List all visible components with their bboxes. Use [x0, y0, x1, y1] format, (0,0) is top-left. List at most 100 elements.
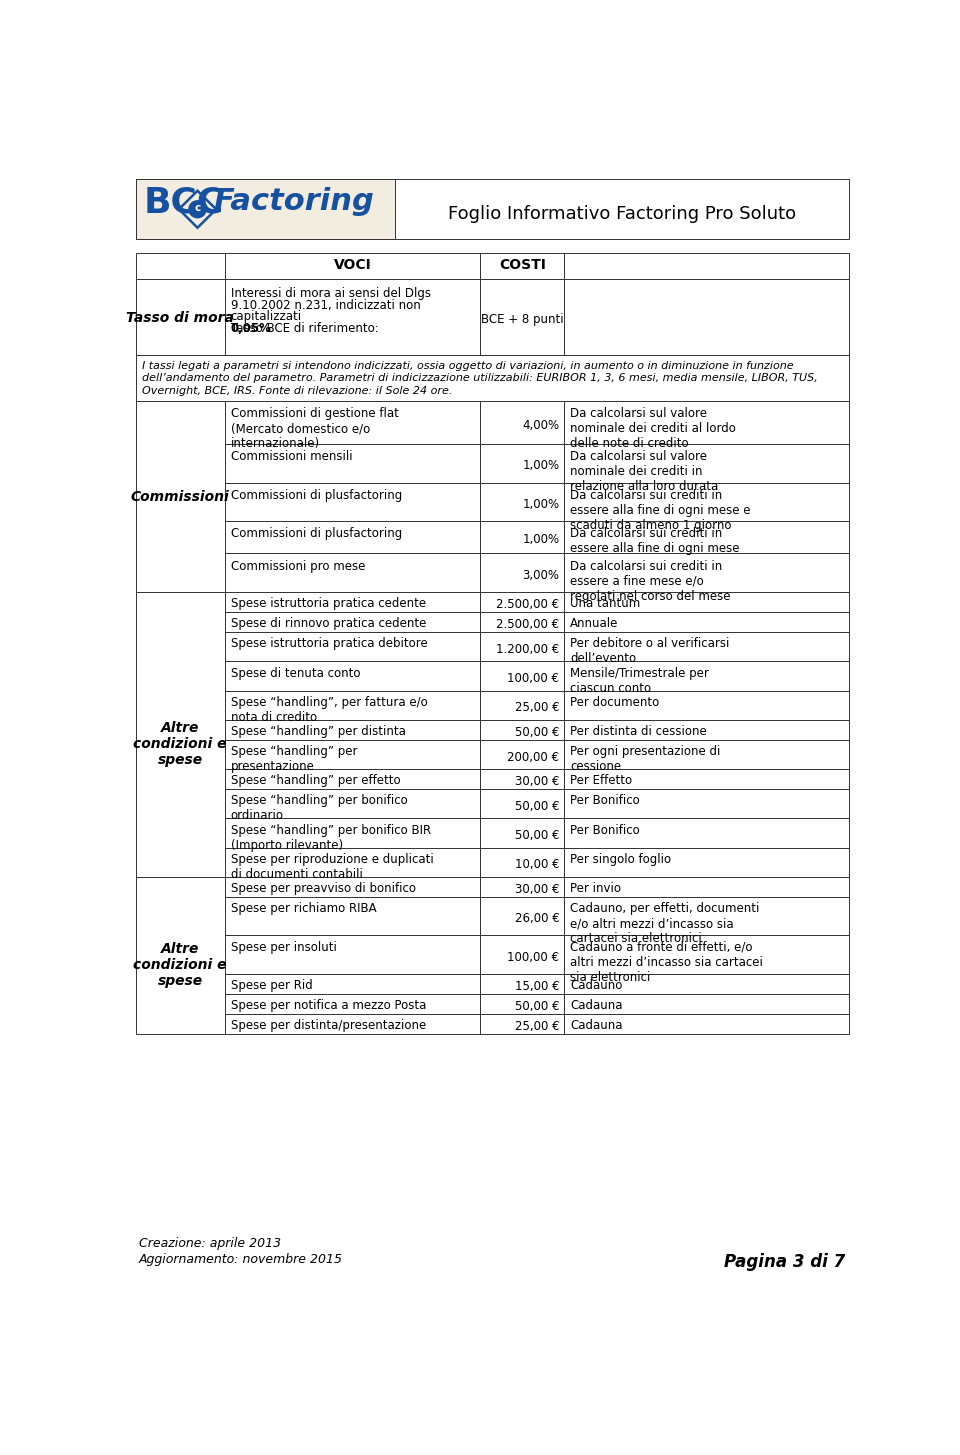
- Text: 25,00 €: 25,00 €: [515, 1020, 560, 1033]
- Bar: [225, 877, 480, 896]
- Text: Foglio Informativo Factoring Pro Soluto: Foglio Informativo Factoring Pro Soluto: [447, 205, 796, 224]
- Text: Da calcolarsi sul valore
nominale dei crediti al lordo
delle note di credito: Da calcolarsi sul valore nominale dei cr…: [570, 407, 736, 450]
- Bar: [225, 770, 480, 789]
- Bar: [225, 483, 480, 521]
- Text: COSTI: COSTI: [499, 258, 545, 272]
- Bar: [480, 994, 564, 1014]
- Text: Spese istruttoria pratica cedente: Spese istruttoria pratica cedente: [230, 598, 426, 610]
- Bar: [225, 521, 480, 553]
- Bar: [225, 553, 480, 592]
- Bar: [480, 613, 564, 631]
- Bar: [480, 521, 564, 553]
- Text: Annuale: Annuale: [570, 617, 618, 630]
- Text: Altre
condizioni e
spese: Altre condizioni e spese: [133, 941, 227, 988]
- Bar: [225, 1014, 480, 1035]
- Text: Interessi di mora ai sensi del Dlgs: Interessi di mora ai sensi del Dlgs: [230, 287, 431, 300]
- Bar: [135, 355, 849, 402]
- Text: Spese per richiamo RIBA: Spese per richiamo RIBA: [230, 902, 376, 915]
- Bar: [564, 553, 849, 592]
- Text: 50,00 €: 50,00 €: [515, 1000, 560, 1013]
- Text: Pagina 3 di 7: Pagina 3 di 7: [724, 1253, 846, 1270]
- Bar: [225, 253, 480, 279]
- Text: Spese per distinta/presentazione: Spese per distinta/presentazione: [230, 1020, 426, 1032]
- Text: 1,00%: 1,00%: [522, 460, 560, 473]
- Text: Una tantum: Una tantum: [570, 598, 640, 610]
- Bar: [480, 279, 564, 355]
- Bar: [225, 789, 480, 818]
- Text: Spese di tenuta conto: Spese di tenuta conto: [230, 666, 360, 679]
- Bar: [135, 877, 225, 1035]
- Text: 1,00%: 1,00%: [522, 498, 560, 511]
- Text: Spese per riproduzione e duplicati
di documenti contabili: Spese per riproduzione e duplicati di do…: [230, 853, 434, 880]
- Text: Spese “handling” per bonifico BIR
(Importo rilevante): Spese “handling” per bonifico BIR (Impor…: [230, 824, 431, 851]
- Bar: [480, 253, 564, 279]
- Bar: [225, 631, 480, 661]
- Text: Commissioni di plusfactoring: Commissioni di plusfactoring: [230, 489, 402, 502]
- Bar: [480, 877, 564, 896]
- Bar: [225, 279, 480, 355]
- Text: Overnight, BCE, IRS. Fonte di rilevazione: il Sole 24 ore.: Overnight, BCE, IRS. Fonte di rilevazion…: [142, 386, 452, 396]
- Bar: [480, 483, 564, 521]
- Text: Cadauna: Cadauna: [570, 1000, 623, 1013]
- Text: 4,00%: 4,00%: [522, 419, 560, 432]
- Bar: [564, 848, 849, 877]
- Bar: [480, 770, 564, 789]
- Text: Per documento: Per documento: [570, 695, 660, 709]
- Text: Per singolo foglio: Per singolo foglio: [570, 853, 671, 866]
- Bar: [564, 444, 849, 483]
- Bar: [480, 592, 564, 613]
- Text: 200,00 €: 200,00 €: [508, 751, 560, 764]
- Bar: [225, 402, 480, 444]
- Bar: [225, 848, 480, 877]
- Text: capitalizzati: capitalizzati: [230, 310, 302, 323]
- Text: Tasso di mora: Tasso di mora: [126, 311, 234, 324]
- Bar: [480, 936, 564, 973]
- Bar: [564, 592, 849, 613]
- Text: 2.500,00 €: 2.500,00 €: [496, 598, 560, 611]
- Text: Commissioni di plusfactoring: Commissioni di plusfactoring: [230, 527, 402, 540]
- Bar: [564, 631, 849, 661]
- Bar: [564, 877, 849, 896]
- Text: Per invio: Per invio: [570, 882, 621, 895]
- Text: Mensile/Trimestrale per
ciascun conto: Mensile/Trimestrale per ciascun conto: [570, 666, 709, 694]
- Bar: [225, 818, 480, 848]
- Text: Commissioni di gestione flat
(Mercato domestico e/o
internazionale): Commissioni di gestione flat (Mercato do…: [230, 407, 398, 450]
- Bar: [564, 818, 849, 848]
- Bar: [480, 631, 564, 661]
- Bar: [480, 444, 564, 483]
- Bar: [480, 739, 564, 770]
- Text: Cadauno: Cadauno: [570, 979, 623, 992]
- Text: 100,00 €: 100,00 €: [508, 672, 560, 685]
- Bar: [135, 279, 225, 355]
- Text: 30,00 €: 30,00 €: [515, 776, 560, 789]
- Text: VOCI: VOCI: [334, 258, 372, 272]
- Circle shape: [189, 201, 206, 218]
- Text: Per Bonifico: Per Bonifico: [570, 824, 640, 837]
- Bar: [564, 661, 849, 691]
- Bar: [480, 553, 564, 592]
- Text: Factoring: Factoring: [213, 186, 373, 215]
- Bar: [135, 179, 849, 239]
- Bar: [564, 1014, 849, 1035]
- Bar: [480, 789, 564, 818]
- Bar: [135, 179, 396, 239]
- Bar: [564, 402, 849, 444]
- Text: Commissioni: Commissioni: [131, 490, 229, 505]
- Bar: [480, 848, 564, 877]
- Text: Creazione: aprile 2013: Creazione: aprile 2013: [138, 1237, 280, 1250]
- Text: BCE + 8 punti: BCE + 8 punti: [481, 313, 564, 326]
- Bar: [480, 720, 564, 739]
- Text: Spese “handling” per distinta: Spese “handling” per distinta: [230, 725, 406, 738]
- Bar: [564, 483, 849, 521]
- Text: 25,00 €: 25,00 €: [515, 701, 560, 714]
- Text: 26,00 €: 26,00 €: [515, 912, 560, 925]
- Text: Da calcolarsi sui crediti in
essere alla fine di ogni mese e
scaduti da almeno 1: Da calcolarsi sui crediti in essere alla…: [570, 489, 751, 531]
- Text: Aggiornamento: novembre 2015: Aggiornamento: novembre 2015: [138, 1253, 343, 1266]
- Text: 30,00 €: 30,00 €: [515, 883, 560, 896]
- Bar: [135, 592, 225, 877]
- Text: Da calcolarsi sui crediti in
essere a fine mese e/o
regolati nel corso del mese: Da calcolarsi sui crediti in essere a fi…: [570, 560, 731, 602]
- Text: Commissioni pro mese: Commissioni pro mese: [230, 560, 365, 573]
- Bar: [225, 739, 480, 770]
- Text: Altre
condizioni e
spese: Altre condizioni e spese: [133, 720, 227, 767]
- Text: Cadauna: Cadauna: [570, 1020, 623, 1032]
